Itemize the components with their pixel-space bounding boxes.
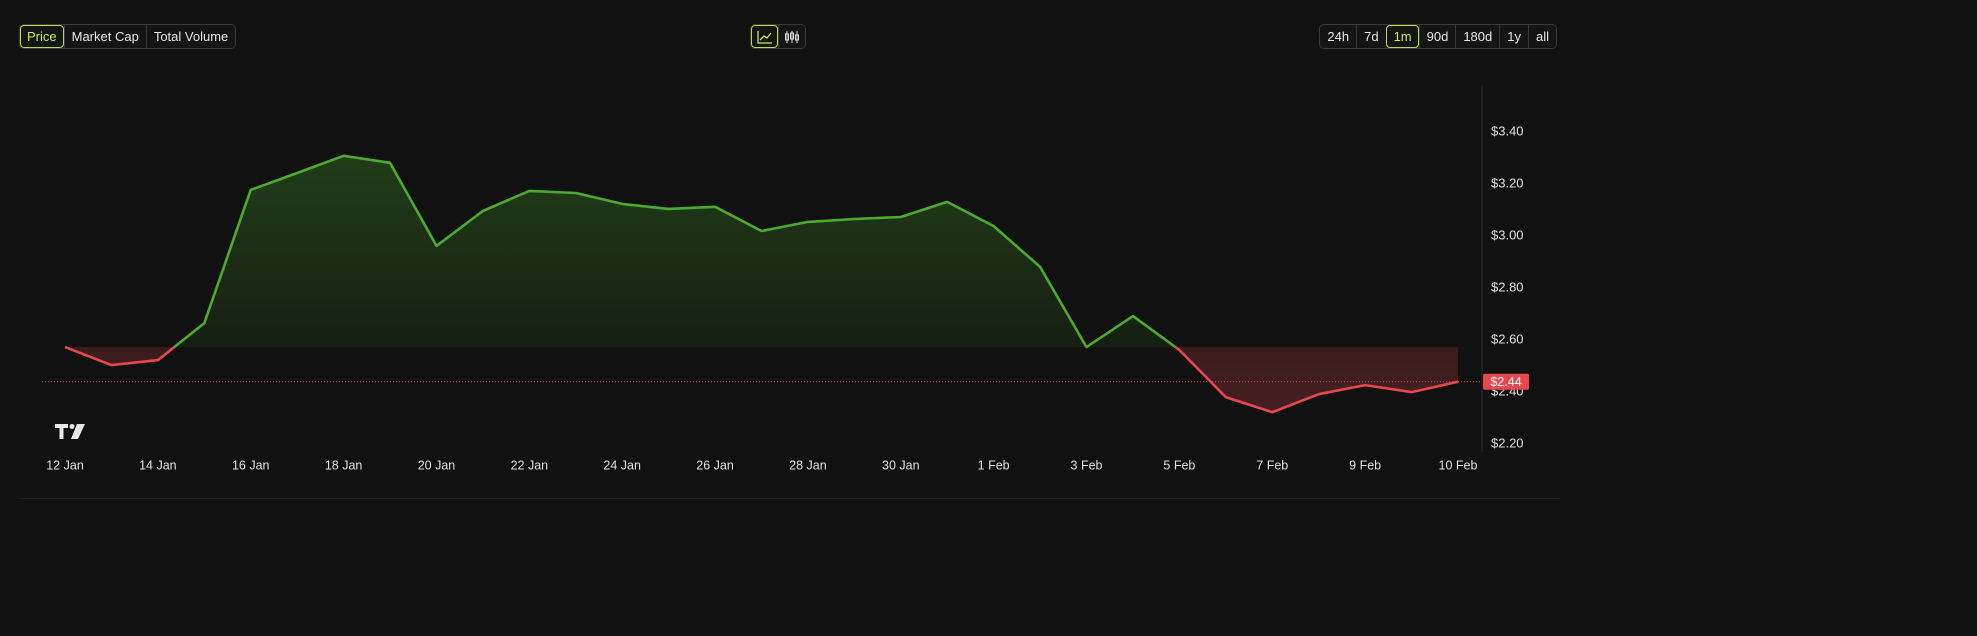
- x-tick-label: 9 Feb: [1349, 458, 1381, 472]
- range-button[interactable]: 24h: [1320, 25, 1357, 48]
- x-tick-label: 7 Feb: [1256, 458, 1288, 472]
- chart-type-toggle: [750, 24, 806, 49]
- candle-chart-button[interactable]: [778, 25, 805, 48]
- y-tick-label: $3.00: [1491, 227, 1524, 242]
- y-tick-label: $3.20: [1491, 175, 1524, 190]
- tradingview-logo: [55, 424, 85, 439]
- x-tick-label: 28 Jan: [789, 458, 827, 472]
- line-chart-button[interactable]: [751, 25, 778, 48]
- candle-icon: [785, 30, 799, 43]
- range-button[interactable]: 1m: [1385, 25, 1419, 48]
- metric-tab[interactable]: Price: [20, 25, 64, 48]
- y-tick-label: $2.60: [1491, 332, 1524, 347]
- x-tick-label: 30 Jan: [882, 458, 920, 472]
- x-tick-label: 10 Feb: [1439, 458, 1478, 472]
- metric-tab[interactable]: Market Cap: [63, 25, 146, 48]
- range-button[interactable]: 1y: [1499, 25, 1528, 48]
- price-line: [64, 154, 1459, 414]
- x-tick-label: 24 Jan: [603, 458, 641, 472]
- area-below: [65, 347, 1458, 413]
- y-tick-label: $2.20: [1491, 436, 1524, 451]
- metric-tabs: Price Market Cap Total Volume: [19, 24, 237, 49]
- x-tick-label: 3 Feb: [1071, 458, 1103, 472]
- footer-divider: [20, 498, 1560, 499]
- range-button[interactable]: all: [1527, 25, 1556, 48]
- range-button[interactable]: 90d: [1418, 25, 1456, 48]
- x-tick-label: 20 Jan: [418, 458, 456, 472]
- x-tick-label: 22 Jan: [511, 458, 549, 472]
- x-tick-label: 5 Feb: [1163, 458, 1195, 472]
- x-tick-label: 1 Feb: [978, 458, 1010, 472]
- last-price-label: $2.44: [1490, 375, 1521, 389]
- x-tick-label: 16 Jan: [232, 458, 270, 472]
- area-above: [65, 155, 1176, 348]
- x-tick-label: 26 Jan: [696, 458, 734, 472]
- x-tick-label: 18 Jan: [325, 458, 363, 472]
- y-tick-label: $3.40: [1491, 123, 1524, 138]
- last-price-badge: [1483, 373, 1529, 390]
- range-buttons: 24h 7d 1m 90d 180d 1y all: [1319, 24, 1557, 49]
- metric-tab[interactable]: Total Volume: [145, 25, 236, 48]
- line-icon: [756, 30, 772, 44]
- range-button[interactable]: 180d: [1455, 25, 1500, 48]
- x-tick-label: 12 Jan: [46, 458, 84, 472]
- y-tick-label: $2.80: [1491, 279, 1524, 294]
- range-button[interactable]: 7d: [1356, 25, 1386, 48]
- x-tick-label: 14 Jan: [139, 458, 177, 472]
